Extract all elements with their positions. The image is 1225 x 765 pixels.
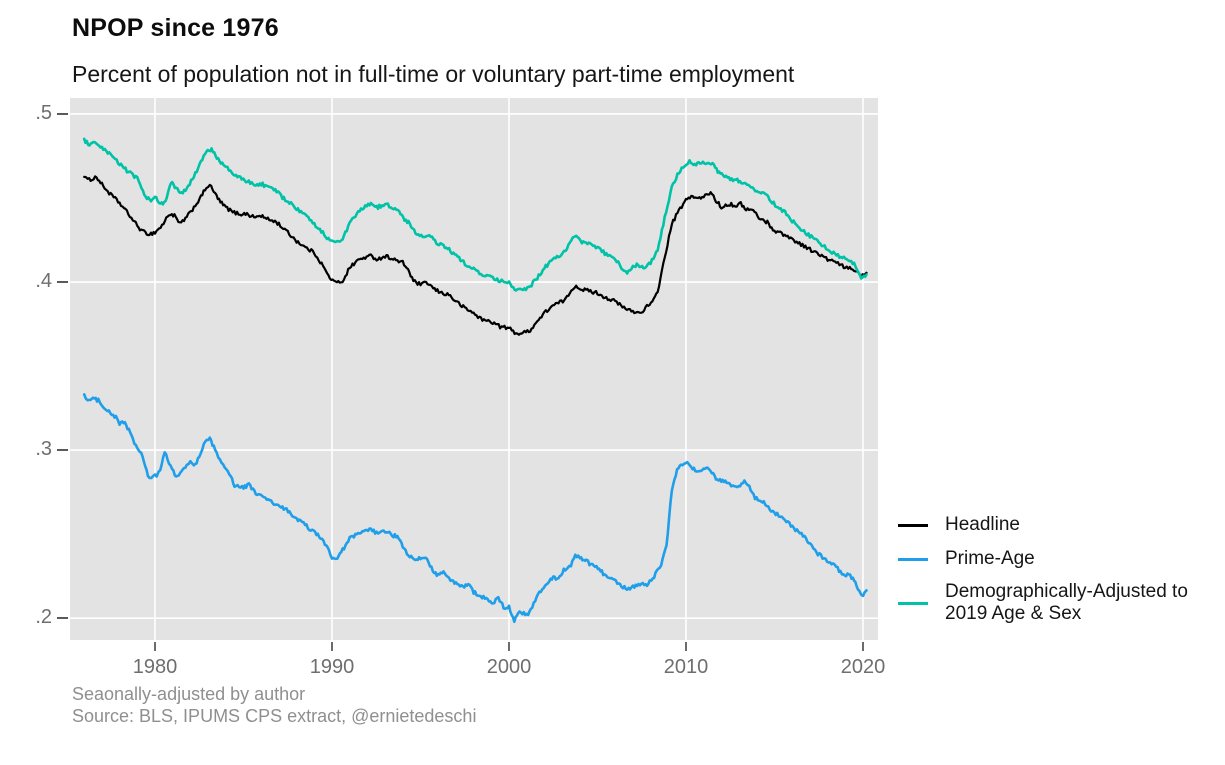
headline-line-swatch [898,523,928,527]
chart-title: NPOP since 1976 [72,14,279,42]
caption-source: Source: BLS, IPUMS CPS extract, @erniete… [72,706,477,726]
x-axis-tick [330,642,333,651]
chart-subtitle: Percent of population not in full-time o… [72,61,795,87]
y-axis-tick [57,281,68,284]
caption-note: Seaonally-adjusted by author [72,684,306,704]
x-axis-tick-label: 1990 [309,656,355,678]
series-line-demographically-adjusted [82,137,868,292]
plot-area [70,98,878,640]
series-line-prime-age [82,393,868,624]
legend-entry-prime-age: Prime-Age [898,547,1207,571]
y-axis-tick-label: .5 [35,101,52,124]
legend-label: Headline [945,514,1020,535]
demographically-adjusted-line-swatch [898,601,928,605]
legend-entry-demographically-adjusted: Demographically-Adjusted to 2019 Age & S… [898,581,1207,625]
y-axis-tick-label: .3 [35,438,52,461]
x-axis-tick [153,642,156,651]
y-axis-tick [57,112,68,115]
x-axis-tick [684,642,687,651]
x-axis-tick-label: 2000 [486,656,532,678]
x-axis-tick-label: 2010 [663,656,709,678]
x-axis-tick-label: 1980 [132,656,178,678]
legend-entry-headline: Headline [898,513,1207,537]
prime-age-line-swatch [898,557,928,561]
x-axis-tick [507,642,510,651]
line-chart-canvas [70,98,878,640]
legend-label: Demographically-Adjusted to 2019 Age & S… [945,581,1188,624]
x-axis-tick-label: 2020 [840,656,886,678]
y-axis-tick [57,617,68,620]
y-axis-tick-label: .2 [35,606,52,629]
x-axis-tick [861,642,864,651]
y-axis-tick-label: .4 [35,270,52,293]
legend: Headline Prime-Age Demographically-Adjus… [898,513,1207,625]
y-axis-tick [57,449,68,452]
series-line-headline [83,175,868,336]
legend-label: Prime-Age [945,548,1035,569]
